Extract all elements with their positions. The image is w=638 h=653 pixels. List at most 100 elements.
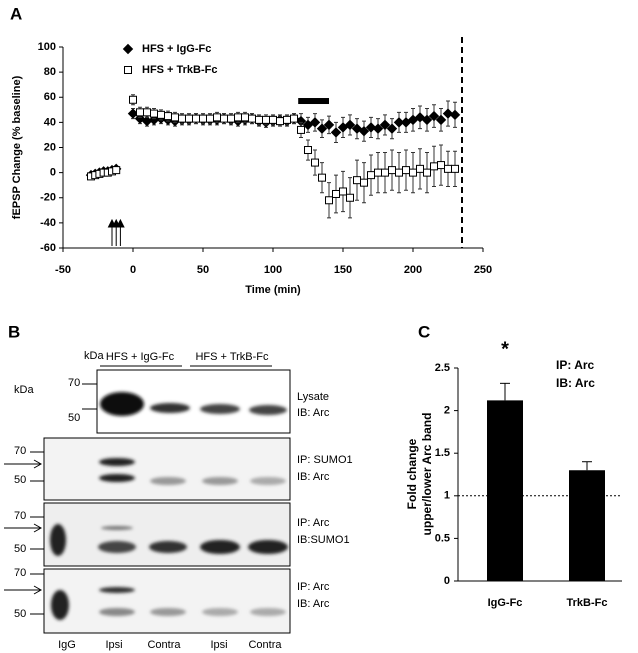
y-axis-label: Fold change: [405, 438, 419, 509]
marker: [339, 187, 347, 196]
highlight-bar: [298, 98, 329, 105]
y-tick-label: 80: [44, 66, 56, 78]
panel-label: C: [418, 322, 430, 341]
marker: [381, 168, 389, 177]
x-tick-label: IgG-Fc: [488, 597, 523, 609]
y-tick-label: -60: [40, 242, 56, 254]
lane-label: Contra: [147, 639, 181, 651]
marker: [304, 146, 312, 155]
marker: [386, 123, 398, 134]
bands: [100, 392, 287, 416]
marker: [318, 173, 326, 182]
annotation: IB: Arc: [556, 376, 595, 390]
marker: [323, 119, 335, 131]
marker: [346, 193, 354, 202]
marker: [374, 168, 382, 177]
legend-marker: [124, 66, 132, 74]
marker: [330, 127, 342, 138]
y-tick-label: 2.5: [435, 362, 450, 374]
marker: [290, 114, 298, 123]
y-tick-label: 0: [50, 167, 56, 179]
panel-label: B: [8, 322, 20, 341]
marker: [388, 166, 396, 175]
marker: [150, 109, 158, 118]
x-tick-label: 50: [197, 264, 209, 276]
marker-label: 50: [68, 412, 80, 424]
y-axis-label: fEPSP Change (% baseline): [11, 75, 23, 219]
marker: [409, 168, 417, 177]
marker: [316, 123, 328, 134]
marker: [332, 189, 340, 198]
y-tick-label: 2: [444, 405, 450, 417]
marker: [449, 109, 461, 121]
legend-label: HFS + TrkB-Fc: [142, 64, 218, 76]
blot-label: Lysate: [297, 391, 329, 403]
annotation: IP: Arc: [556, 358, 595, 372]
marker: [358, 125, 370, 137]
kda-label: kDa: [84, 350, 104, 362]
y-tick-label: 1.5: [435, 447, 450, 459]
marker: [423, 168, 431, 177]
marker: [220, 114, 228, 123]
lane-label: Ipsi: [210, 639, 227, 651]
marker: [136, 108, 144, 117]
marker: [112, 166, 121, 175]
marker: [129, 95, 137, 104]
x-tick-label: 0: [130, 264, 136, 276]
marker: [185, 114, 193, 123]
marker: [206, 114, 214, 123]
marker: [393, 117, 405, 128]
marker-label: 70: [14, 445, 26, 457]
blot-label: IB: Arc: [297, 598, 330, 610]
marker: [227, 114, 235, 123]
y-tick-label: 20: [44, 141, 56, 153]
bands: [51, 587, 286, 620]
y-tick-label: 1: [444, 490, 450, 502]
bar: [569, 470, 605, 581]
x-tick-label: 100: [264, 264, 282, 276]
panel-label: A: [10, 4, 22, 23]
blot-label: IP: Arc: [297, 517, 330, 529]
y-tick-label: 0: [444, 575, 450, 587]
marker: [435, 114, 447, 126]
lane-label: IgG: [58, 639, 76, 651]
marker: [143, 108, 151, 117]
significance: *: [501, 338, 509, 360]
marker: [276, 117, 284, 126]
lane-label: Ipsi: [105, 639, 122, 651]
marker: [430, 162, 438, 171]
blot-panel: kDa kDa HFS + IgG-Fc HFS + TrkB-Fc 70 50…: [4, 350, 353, 651]
marker-label: 70: [68, 377, 80, 389]
marker-label: 50: [14, 474, 26, 486]
marker-label: 70: [14, 510, 26, 522]
marker-label: 70: [14, 567, 26, 579]
marker: [241, 113, 249, 122]
marker: [297, 125, 305, 134]
marker: [379, 119, 391, 131]
marker: [442, 108, 454, 119]
marker: [234, 113, 242, 122]
marker: [451, 164, 459, 173]
stimulus-arrow: [116, 218, 125, 246]
y-tick-label: 60: [44, 91, 56, 103]
bar: [487, 400, 523, 581]
kda-label: kDa: [14, 384, 34, 396]
marker: [157, 110, 165, 119]
marker: [283, 115, 291, 124]
bands: [99, 458, 286, 485]
marker: [325, 196, 333, 205]
marker: [309, 117, 321, 128]
marker: [178, 114, 186, 123]
blot-label: IP: Arc: [297, 581, 330, 593]
marker-label: 50: [14, 543, 26, 555]
x-tick-label: 250: [474, 264, 492, 276]
marker: [199, 114, 207, 123]
marker-label: 50: [14, 608, 26, 620]
marker: [421, 114, 433, 126]
y-tick-label: 0.5: [435, 532, 450, 544]
marker: [171, 113, 179, 122]
marker: [248, 114, 256, 123]
legend-marker: [122, 43, 134, 55]
blot-label: IP: SUMO1: [297, 454, 353, 466]
marker: [213, 113, 221, 122]
